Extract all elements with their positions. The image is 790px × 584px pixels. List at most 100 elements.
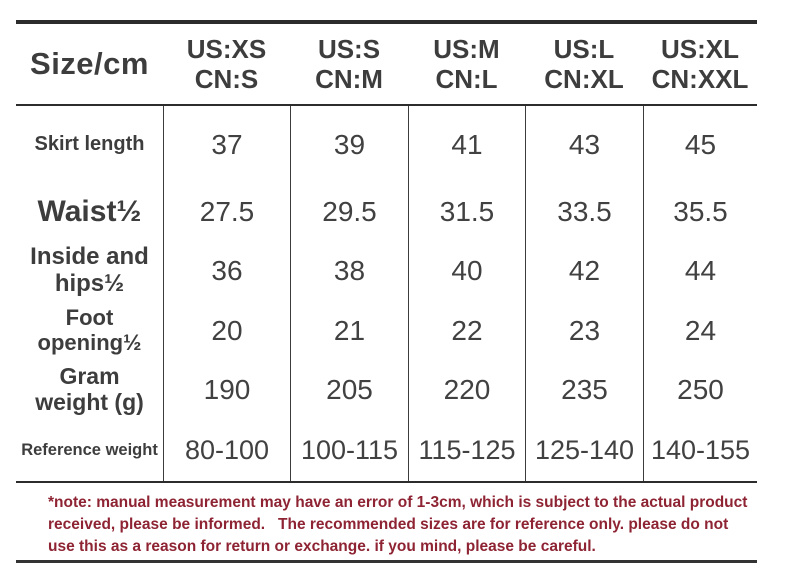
cn-size-label: CN:S (194, 64, 259, 94)
value-cell: 41 (408, 106, 525, 183)
table-row-reference-weight: Reference weight 80-100 100-115 115-125 … (16, 419, 757, 481)
size-value: 190 (203, 373, 251, 405)
row-label-cell: Gram weight (g) (16, 360, 163, 419)
size-value: 115-125 (418, 434, 516, 465)
size-value: 205 (326, 373, 373, 405)
row-label-cell: Skirt length (16, 106, 163, 183)
value-cell: 35.5 (643, 183, 757, 241)
value-cell: 125-140 (525, 419, 643, 481)
table-row-inside-and-hips: Inside and hips½ 36 38 40 42 44 (16, 241, 757, 301)
value-cell: 44 (643, 241, 757, 301)
size-value: 31.5 (439, 196, 495, 227)
footer-rule (16, 560, 757, 563)
value-cell: 37 (163, 106, 290, 183)
row-label: Reference weight (21, 440, 158, 459)
size-value: 23 (568, 314, 601, 346)
size-value: 80-100 (184, 434, 270, 465)
value-cell: 45 (643, 106, 757, 183)
size-value: 33.5 (557, 196, 612, 227)
table-row-foot-opening: Foot opening½ 20 21 22 23 24 (16, 301, 757, 360)
column-header-xs: US:XS CN:S (163, 24, 290, 104)
size-value: 20 (211, 314, 243, 346)
size-value: 38 (333, 255, 366, 286)
size-value: 250 (677, 373, 724, 405)
row-label: Skirt length (34, 133, 145, 156)
value-cell: 23 (525, 301, 643, 360)
row-label-cell: Waist½ (16, 183, 163, 241)
size-value: 43 (568, 128, 601, 160)
value-cell: 39 (290, 106, 408, 183)
size-value: 39 (333, 128, 366, 160)
size-chart-table: Size/cm US:XS CN:S US:S CN:M US:M CN:L U… (16, 20, 757, 483)
size-value: 235 (561, 373, 608, 405)
size-value: 27.5 (199, 196, 255, 227)
size-value: 140-155 (650, 434, 751, 465)
size-value: 40 (451, 255, 483, 286)
value-cell: 140-155 (643, 419, 757, 481)
table-row-gram-weight: Gram weight (g) 190 205 220 235 250 (16, 360, 757, 419)
value-cell: 190 (163, 360, 290, 419)
size-value: 125-140 (534, 434, 635, 465)
value-cell: 40 (408, 241, 525, 301)
value-cell: 22 (408, 301, 525, 360)
value-cell: 29.5 (290, 183, 408, 241)
value-cell: 21 (290, 301, 408, 360)
size-value: 42 (568, 255, 601, 286)
column-header-l: US:L CN:XL (525, 24, 643, 104)
row-label-cell: Reference weight (16, 419, 163, 481)
size-value: 37 (211, 128, 243, 160)
cn-size-label: CN:L (435, 64, 498, 94)
value-cell: 250 (643, 360, 757, 419)
us-size-label: US:XS (186, 33, 267, 64)
value-cell: 115-125 (408, 419, 525, 481)
row-label: Inside and hips½ (30, 243, 149, 297)
size-value: 21 (333, 314, 366, 346)
value-cell: 100-115 (290, 419, 408, 481)
column-header-m: US:M CN:L (408, 24, 525, 104)
table-row-skirt-length: Skirt length 37 39 41 43 45 (16, 106, 757, 183)
cn-size-label: CN:M (315, 64, 383, 94)
row-label-cell: Inside and hips½ (16, 241, 163, 301)
column-header-xl: US:XL CN:XXL (643, 24, 757, 104)
row-label-cell: Foot opening½ (16, 301, 163, 360)
us-size-label: US:S (317, 33, 381, 64)
value-cell: 205 (290, 360, 408, 419)
size-value: 44 (684, 255, 717, 286)
value-cell: 38 (290, 241, 408, 301)
us-size-label: US:XL (661, 33, 739, 64)
value-cell: 31.5 (408, 183, 525, 241)
measurement-note: *note: manual measurement may have an er… (48, 494, 752, 555)
row-label: Gram weight (g) (35, 362, 144, 415)
value-cell: 42 (525, 241, 643, 301)
size-value: 41 (451, 128, 483, 160)
value-cell: 220 (408, 360, 525, 419)
size-value: 100-115 (300, 434, 399, 465)
cn-size-label: CN:XL (544, 64, 624, 94)
value-cell: 33.5 (525, 183, 643, 241)
value-cell: 235 (525, 360, 643, 419)
value-cell: 20 (163, 301, 290, 360)
size-value: 35.5 (673, 196, 728, 227)
us-size-label: US:M (433, 33, 500, 64)
size-value: 29.5 (322, 196, 377, 227)
cn-size-label: CN:XXL (651, 64, 749, 94)
size-value: 24 (684, 314, 717, 346)
size-value: 45 (684, 128, 717, 160)
size-unit-label: Size/cm (30, 46, 149, 81)
column-header-s: US:S CN:M (290, 24, 408, 104)
size-chart-header-row: Size/cm US:XS CN:S US:S CN:M US:M CN:L U… (16, 24, 757, 106)
us-size-label: US:L (553, 33, 615, 64)
header-corner-cell: Size/cm (16, 24, 163, 104)
size-value: 220 (443, 373, 491, 405)
table-bottom-rule (16, 481, 757, 483)
size-value: 36 (211, 255, 243, 286)
value-cell: 24 (643, 301, 757, 360)
value-cell: 80-100 (163, 419, 290, 481)
row-label: Waist½ (37, 195, 142, 229)
value-cell: 43 (525, 106, 643, 183)
row-label: Foot opening½ (37, 304, 142, 355)
size-value: 22 (451, 314, 483, 346)
table-row-waist: Waist½ 27.5 29.5 31.5 33.5 35.5 (16, 183, 757, 241)
value-cell: 27.5 (163, 183, 290, 241)
